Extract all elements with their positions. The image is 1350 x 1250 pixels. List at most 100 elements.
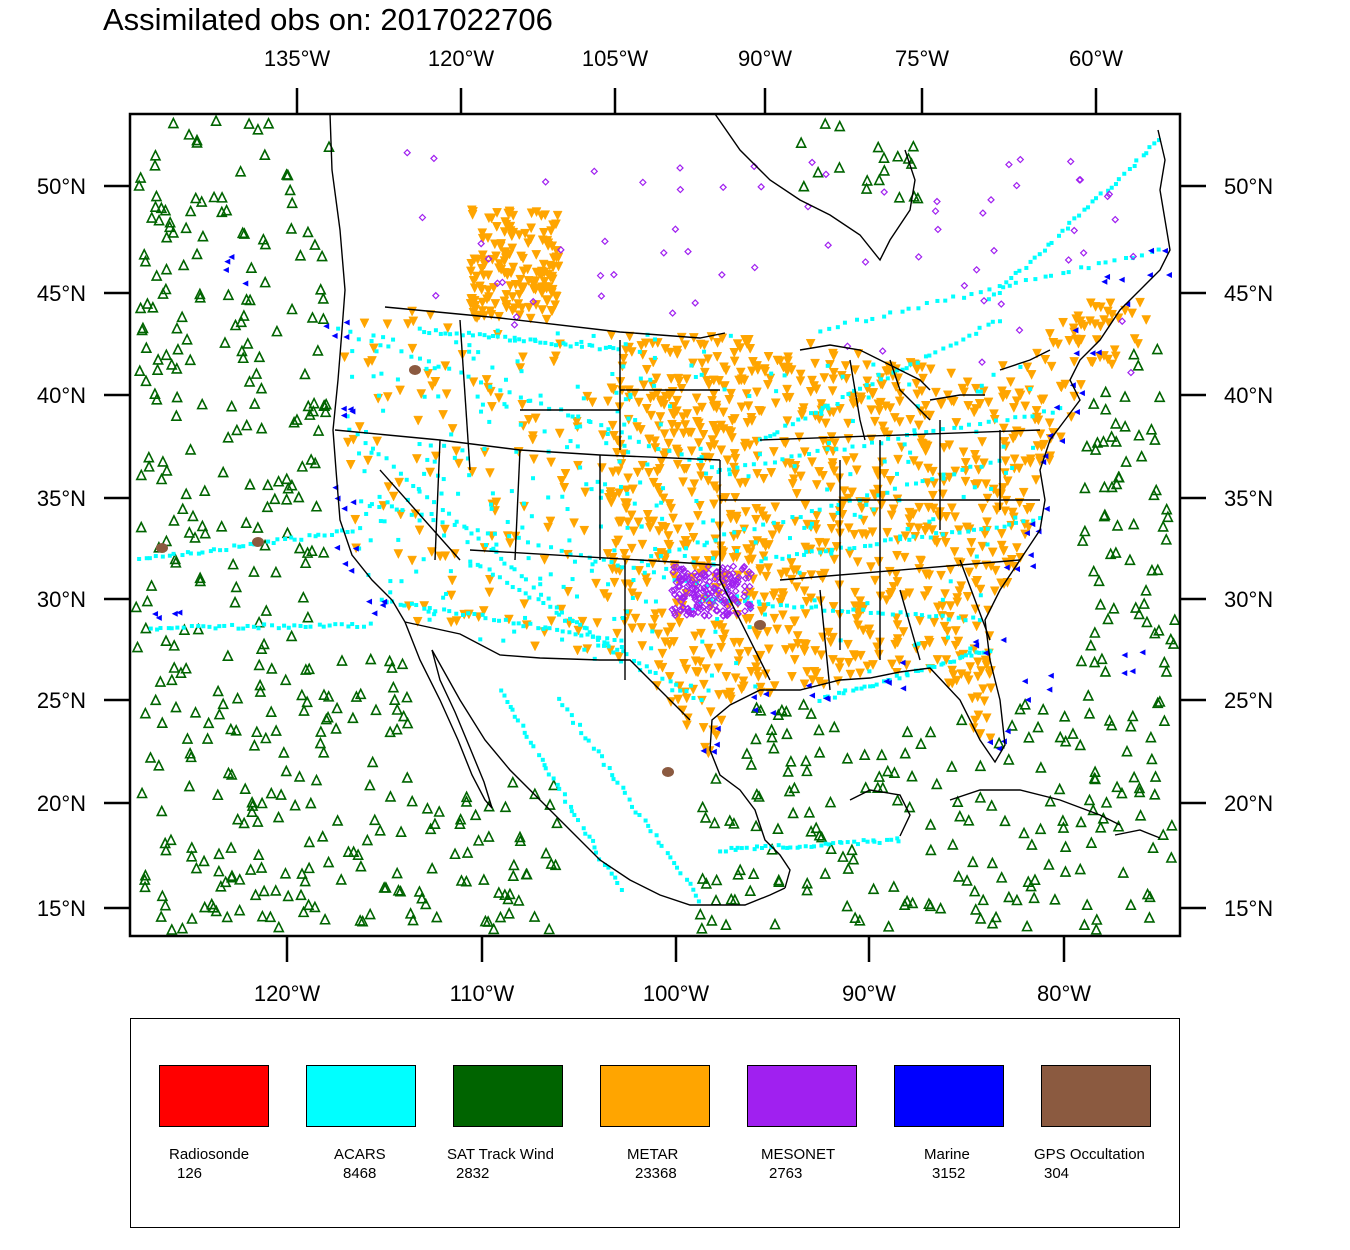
acars-marker — [448, 569, 453, 574]
acars-marker — [840, 374, 845, 379]
acars-marker — [333, 622, 338, 627]
metar-marker — [989, 409, 999, 420]
acars-marker — [846, 609, 851, 614]
acars-marker — [845, 840, 850, 845]
metar-marker — [898, 627, 909, 638]
acars-marker — [477, 332, 482, 337]
acars-marker — [961, 494, 966, 499]
metar-marker — [541, 314, 552, 325]
acars-marker — [1001, 444, 1006, 449]
top-longitude-label: 120°W — [428, 46, 495, 71]
metar-marker — [563, 587, 573, 597]
metar-marker — [873, 556, 884, 567]
metar-marker — [1026, 370, 1037, 380]
sat-wind-marker — [1067, 727, 1079, 739]
acars-marker — [371, 374, 376, 379]
sat-wind-marker — [747, 867, 760, 880]
metar-marker — [688, 358, 698, 369]
sat-wind-marker — [421, 802, 434, 814]
metar-marker — [363, 358, 373, 369]
metar-marker — [849, 529, 860, 540]
sat-wind-marker — [136, 786, 148, 799]
acars-marker — [687, 457, 692, 462]
metar-marker — [435, 551, 446, 562]
acars-marker — [763, 556, 768, 561]
acars-marker — [438, 331, 443, 336]
metar-marker — [729, 637, 740, 648]
sat-wind-marker — [258, 637, 270, 650]
metar-marker — [893, 454, 903, 465]
sat-wind-marker — [1134, 809, 1147, 821]
mesonet-marker — [1016, 155, 1025, 164]
sat-wind-marker — [1099, 385, 1112, 398]
acars-marker — [557, 696, 562, 701]
metar-marker — [466, 294, 477, 305]
mesonet-marker — [403, 148, 412, 157]
sat-wind-marker — [1087, 564, 1100, 577]
acars-marker — [1144, 151, 1149, 156]
acars-marker — [382, 519, 387, 524]
acars-marker — [819, 408, 824, 413]
acars-marker — [852, 512, 857, 517]
metar-marker — [703, 476, 714, 486]
acars-marker — [570, 577, 575, 582]
mesonet-marker — [687, 609, 695, 618]
metar-marker — [695, 463, 706, 473]
acars-marker — [432, 366, 437, 371]
marine-marker — [350, 499, 357, 506]
metar-marker — [778, 362, 789, 373]
acars-marker — [522, 730, 527, 735]
sat-wind-marker — [253, 658, 266, 671]
acars-marker — [927, 614, 932, 619]
metar-marker — [887, 659, 897, 670]
sat-wind-marker — [951, 795, 964, 808]
metar-marker — [569, 518, 579, 529]
sat-wind-marker — [271, 324, 283, 337]
acars-marker — [466, 611, 471, 616]
metar-marker — [1048, 338, 1059, 348]
acars-marker — [536, 626, 541, 631]
sat-wind-marker — [1145, 730, 1157, 743]
metar-marker — [911, 378, 922, 389]
sat-wind-marker — [999, 814, 1011, 827]
acars-marker — [289, 535, 294, 540]
metar-marker — [811, 511, 822, 521]
metar-marker — [957, 383, 968, 394]
metar-marker — [946, 503, 957, 514]
sat-wind-marker — [157, 287, 169, 299]
mesonet-marker — [861, 258, 870, 266]
metar-marker — [851, 614, 862, 624]
acars-marker — [956, 615, 961, 620]
acars-marker — [975, 389, 980, 394]
metar-marker — [848, 453, 859, 464]
acars-marker — [864, 502, 869, 507]
metar-marker — [762, 380, 773, 390]
metar-marker — [940, 589, 950, 600]
sat-wind-marker — [318, 688, 330, 701]
acars-marker — [661, 486, 666, 491]
acars-marker — [482, 447, 487, 452]
right-latitude-label: 35°N — [1224, 486, 1273, 511]
sat-wind-marker — [298, 704, 310, 716]
sat-wind-marker — [278, 746, 290, 758]
metar-marker — [382, 319, 393, 330]
acars-marker — [668, 679, 673, 684]
acars-marker — [971, 527, 976, 532]
mesonet-marker — [715, 594, 723, 603]
metar-marker — [936, 570, 946, 581]
acars-marker — [422, 471, 427, 476]
acars-marker — [759, 559, 764, 564]
marine-marker — [340, 405, 347, 412]
sat-wind-marker — [1099, 665, 1112, 677]
metar-marker — [964, 567, 975, 578]
metar-marker — [648, 477, 659, 488]
mesonet-marker — [557, 246, 565, 254]
metar-marker — [725, 692, 736, 703]
metar-marker — [795, 471, 806, 482]
coastline-segment — [779, 559, 1021, 581]
metar-marker — [777, 610, 788, 621]
sat-wind-marker — [303, 835, 316, 848]
marine-marker — [769, 709, 776, 716]
metar-marker — [829, 466, 840, 477]
sat-wind-marker — [176, 502, 189, 515]
